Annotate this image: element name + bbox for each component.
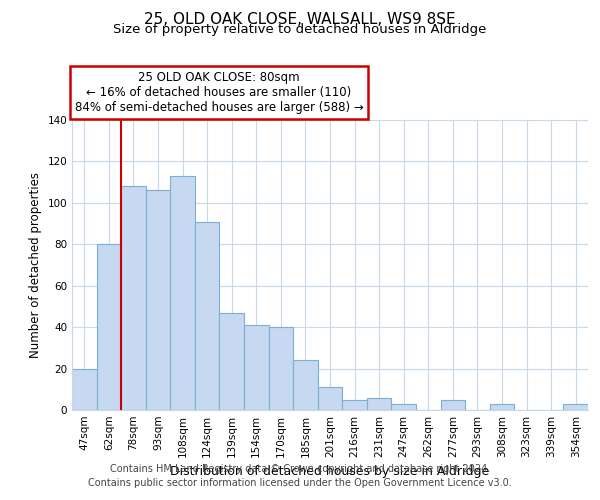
Bar [269,327,293,410]
Bar [318,387,342,410]
Bar [563,404,588,410]
Bar [293,360,318,410]
Bar [195,222,220,410]
Text: 25, OLD OAK CLOSE, WALSALL, WS9 8SE: 25, OLD OAK CLOSE, WALSALL, WS9 8SE [144,12,456,28]
Bar [244,325,269,410]
Bar [440,400,465,410]
Text: Contains HM Land Registry data © Crown copyright and database right 2024.
Contai: Contains HM Land Registry data © Crown c… [88,464,512,487]
Bar [490,404,514,410]
Bar [170,176,195,410]
Bar [121,186,146,410]
Bar [146,190,170,410]
Bar [391,404,416,410]
Text: Size of property relative to detached houses in Aldridge: Size of property relative to detached ho… [113,24,487,36]
Y-axis label: Number of detached properties: Number of detached properties [29,172,42,358]
Bar [367,398,391,410]
Bar [220,312,244,410]
Bar [72,368,97,410]
X-axis label: Distribution of detached houses by size in Aldridge: Distribution of detached houses by size … [170,466,490,478]
Bar [97,244,121,410]
Bar [342,400,367,410]
Text: 25 OLD OAK CLOSE: 80sqm
← 16% of detached houses are smaller (110)
84% of semi-d: 25 OLD OAK CLOSE: 80sqm ← 16% of detache… [74,71,364,114]
